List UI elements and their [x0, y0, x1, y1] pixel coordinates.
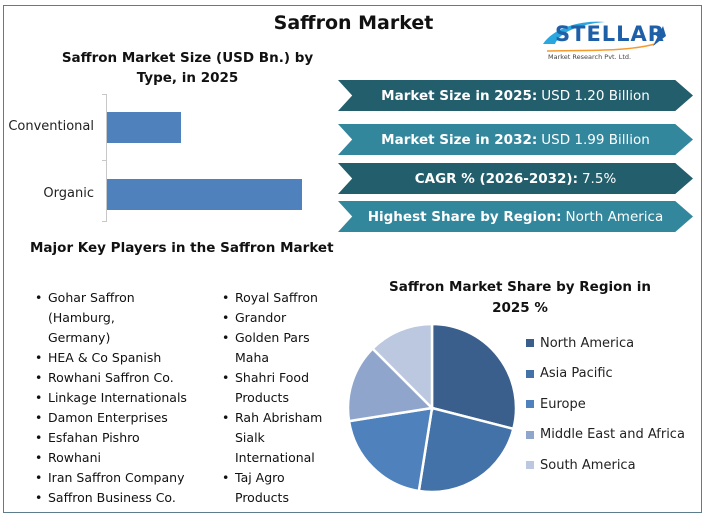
kpi-value: 7.5% — [581, 170, 617, 187]
player-item: Rah Abrisham Sialk International — [222, 408, 335, 468]
kpi-value: USD 1.99 Billion — [541, 131, 650, 148]
bar-organic — [107, 179, 302, 210]
legend-swatch-icon — [526, 461, 534, 470]
pie-slice-north-america — [430, 322, 518, 431]
logo-subtitle: Market Research Pvt. Ltd. — [548, 53, 632, 61]
pie-slice-asia-pacific — [417, 406, 515, 494]
legend-swatch-icon — [526, 400, 534, 409]
legend-swatch-icon — [526, 369, 534, 378]
player-item: HEA & Co Spanish — [35, 348, 205, 368]
legend-label: South America — [540, 457, 636, 473]
bar-conventional — [107, 112, 181, 143]
pie-slice-middle-east-and-africa — [346, 346, 435, 423]
pie-chart-title: Saffron Market Share by Region in 2025 % — [389, 279, 651, 316]
player-item: Shahri Food Products — [222, 368, 325, 408]
kpi-market-size-2032: Market Size in 2032: USD 1.99 Billion — [338, 124, 693, 155]
page-title: Saffron Market — [273, 12, 434, 34]
pie-slice-europe — [347, 406, 434, 493]
player-item: Damon Enterprises — [35, 408, 205, 428]
axis-tick — [102, 221, 107, 222]
kpi-highest-share-region: Highest Share by Region: North America — [338, 201, 693, 232]
player-item: Gohar Saffron (Hamburg, Germany) — [35, 288, 148, 348]
player-item: Royal Saffron — [222, 288, 337, 308]
bar-chart-title: Saffron Market Size (USD Bn.) by Type, i… — [61, 50, 314, 86]
kpi-value: North America — [565, 208, 664, 225]
kpi-market-size-2025: Market Size in 2025: USD 1.20 Billion — [338, 80, 693, 111]
kpi-label: CAGR % (2026-2032): — [414, 170, 578, 187]
pie-slice-south-america — [370, 322, 434, 412]
key-players-title: Major Key Players in the Saffron Market — [30, 240, 334, 256]
key-players-list-2: Royal Saffron Grandor Golden Pars Maha S… — [222, 288, 337, 508]
player-item: Golden Pars Maha — [222, 328, 320, 368]
player-item: Grandor — [222, 308, 337, 328]
bar-label-conventional: Conventional — [8, 119, 94, 134]
infographic-frame — [3, 5, 702, 513]
kpi-cagr: CAGR % (2026-2032): 7.5% — [338, 163, 693, 194]
legend-item: South America — [526, 450, 685, 481]
kpi-value: USD 1.20 Billion — [541, 87, 650, 104]
logo-swoosh-icon — [543, 21, 666, 52]
player-item: Saffron Business Co. — [35, 488, 205, 508]
legend-item: Asia Pacific — [526, 359, 685, 390]
stellar-logo: STELLAR Market Research Pvt. Ltd. — [535, 16, 675, 64]
player-item: Rowhani — [35, 448, 205, 468]
kpi-label: Market Size in 2025: — [381, 87, 538, 104]
legend-item: Middle East and Africa — [526, 420, 685, 451]
legend-item: Europe — [526, 389, 685, 420]
logo-name: STELLAR — [555, 22, 665, 46]
player-item: Rowhani Saffron Co. — [35, 368, 205, 388]
axis-tick — [102, 94, 107, 95]
legend-swatch-icon — [526, 339, 534, 348]
legend-label: Middle East and Africa — [540, 427, 685, 443]
kpi-label: Market Size in 2032: — [381, 131, 538, 148]
kpi-label: Highest Share by Region: — [367, 208, 562, 225]
pie-chart — [346, 322, 518, 494]
legend-item: North America — [526, 328, 685, 359]
legend-label: Europe — [540, 396, 586, 412]
legend-label: North America — [540, 335, 635, 351]
player-item: Iran Saffron Company — [35, 468, 205, 488]
player-item: Taj Agro Products — [222, 468, 315, 508]
bar-label-organic: Organic — [43, 186, 94, 201]
player-item: Esfahan Pishro — [35, 428, 205, 448]
axis-tick — [102, 160, 107, 161]
key-players-list-1: Gohar Saffron (Hamburg, Germany) HEA & C… — [35, 288, 205, 508]
player-item: Linkage Internationals — [35, 388, 205, 408]
bar-chart-axis — [106, 94, 107, 222]
pie-legend: North America Asia Pacific Europe Middle Ea… — [526, 328, 685, 481]
legend-label: Asia Pacific — [540, 366, 613, 382]
legend-swatch-icon — [526, 430, 534, 439]
